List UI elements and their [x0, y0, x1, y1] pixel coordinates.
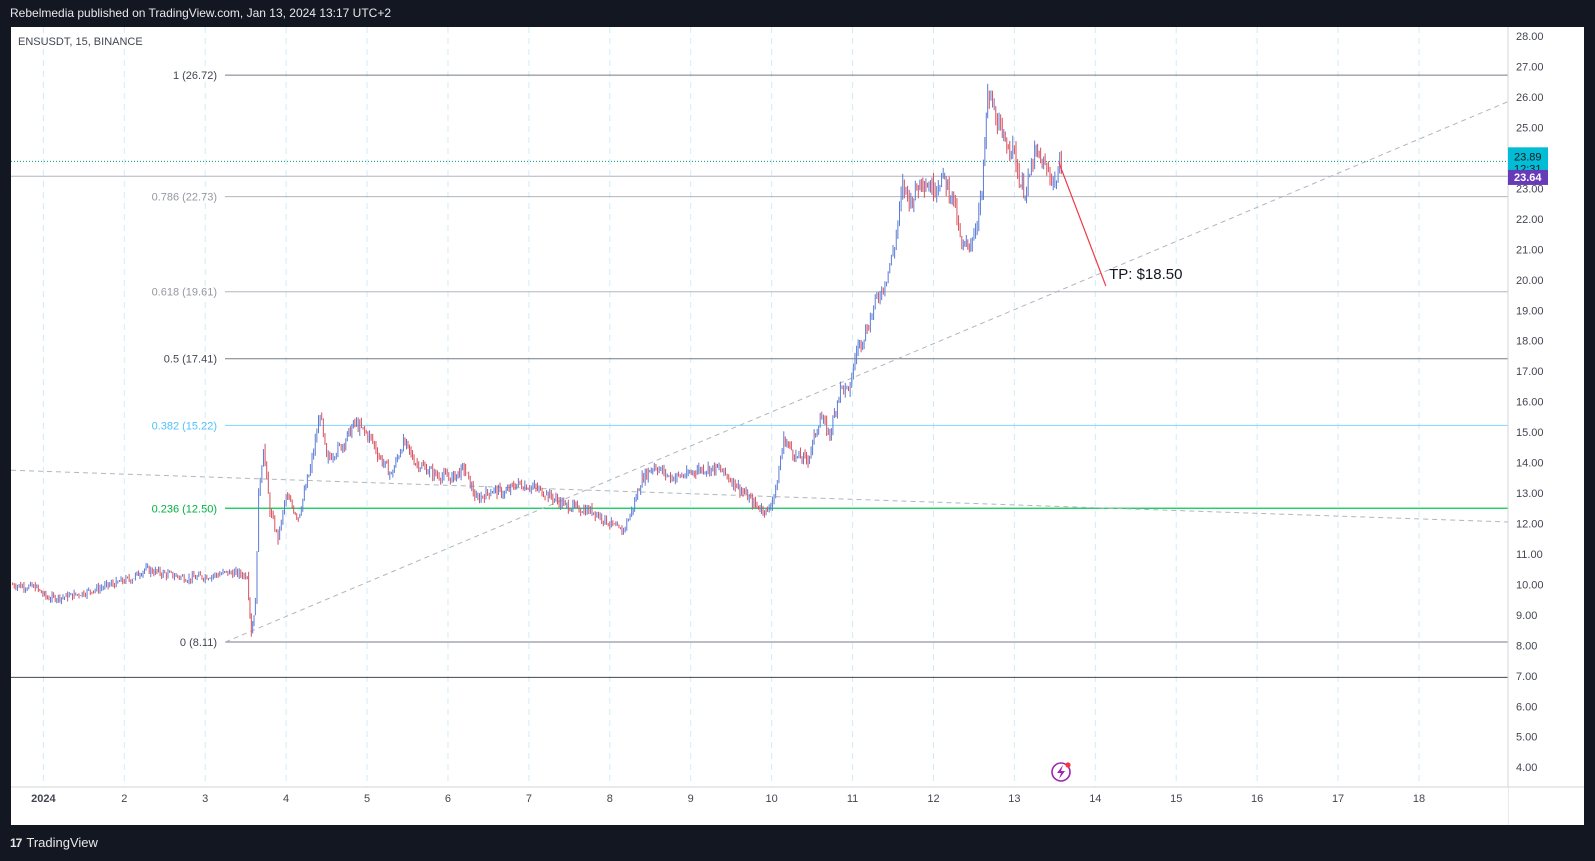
time-tick-label: 13 — [1008, 793, 1020, 805]
price-axis[interactable]: 4.00 5.00 6.00 7.00 8.00 9.00 10.00 11.00 12.00 1… — [1507, 27, 1584, 825]
tradingview-brand[interactable]: 17 TradingView — [10, 835, 98, 850]
fib-retracement[interactable]: 1 (26.72) 0.786 (22.73) 0.618 (19.61) 0.5 (… — [11, 70, 1508, 678]
fib-level-label: 0.236 (12.50) — [152, 503, 217, 515]
time-tick-label: 5 — [364, 793, 370, 805]
time-tick-label: 17 — [1332, 793, 1344, 805]
time-tick-label: 4 — [283, 793, 289, 805]
price-tick-label: 10.00 — [1516, 579, 1544, 591]
price-tick-label: 25.00 — [1516, 123, 1544, 135]
price-tick-label: 15.00 — [1516, 427, 1544, 439]
footer-bar: 17 TradingView — [0, 826, 1595, 861]
time-tick-label: 2 — [121, 793, 127, 805]
fib-level-label: 0.5 (17.41) — [164, 354, 217, 366]
fib-level-label: 0.786 (22.73) — [152, 192, 217, 204]
tradingview-logo-icon: 17 — [10, 835, 22, 850]
price-tick-label: 20.00 — [1516, 275, 1544, 287]
price-tick-label: 16.00 — [1516, 397, 1544, 409]
projection-drawing[interactable]: TP: $18.50 — [1058, 162, 1183, 287]
chart-area[interactable]: 1 (26.72) 0.786 (22.73) 0.618 (19.61) 0.5 (… — [10, 26, 1585, 826]
crosshair-price-badge[interactable] — [1508, 169, 1548, 185]
price-series — [12, 83, 1062, 637]
time-tick-label: 7 — [526, 793, 532, 805]
price-tick-label: 7.00 — [1516, 671, 1537, 683]
current-price-label: 23.89 — [1514, 151, 1542, 163]
time-tick-label: 8 — [607, 793, 613, 805]
fib-level-label: 1 (26.72) — [173, 70, 217, 82]
price-tick-label: 28.00 — [1516, 31, 1544, 43]
time-axis[interactable]: 2024 2 3 4 5 6 7 8 9 10 11 12 13 14 15 16 17 18 — [11, 786, 1584, 825]
trendline[interactable] — [11, 469, 1509, 523]
price-tick-label: 17.00 — [1516, 366, 1544, 378]
time-tick-label: 6 — [445, 793, 451, 805]
time-tick-label: 9 — [688, 793, 694, 805]
fib-level-label: 0.618 (19.61) — [152, 287, 217, 299]
time-tick-label: 15 — [1170, 793, 1182, 805]
time-tick-label: 2024 — [31, 793, 56, 805]
publish-info-text: Rebelmedia published on TradingView.com,… — [10, 6, 392, 20]
trendlines[interactable] — [11, 101, 1509, 643]
time-tick-label: 3 — [202, 793, 208, 805]
publish-info: Rebelmedia published on TradingView.com,… — [0, 0, 1595, 26]
lightning-icon[interactable] — [1051, 762, 1071, 782]
price-tick-label: 9.00 — [1516, 610, 1537, 622]
price-tick-label: 4.00 — [1516, 762, 1537, 774]
crosshair-price-label: 23.64 — [1514, 172, 1542, 184]
price-tick-label: 14.00 — [1516, 458, 1544, 470]
price-tick-label: 12.00 — [1516, 519, 1544, 531]
fib-level-label: 0 (8.11) — [180, 637, 217, 649]
price-tick-label: 26.00 — [1516, 92, 1544, 104]
price-tick-label: 21.00 — [1516, 244, 1544, 256]
projection-line[interactable] — [1058, 162, 1107, 287]
price-tick-label: 13.00 — [1516, 488, 1544, 500]
time-tick-label: 16 — [1251, 793, 1263, 805]
fib-level-label: 0.382 (15.22) — [152, 420, 217, 432]
brand-label: TradingView — [26, 835, 98, 850]
time-tick-label: 10 — [766, 793, 778, 805]
time-tick-label: 18 — [1413, 793, 1425, 805]
price-tick-label: 27.00 — [1516, 62, 1544, 74]
price-tick-label: 8.00 — [1516, 640, 1537, 652]
time-tick-label: 11 — [847, 793, 858, 805]
tp-annotation[interactable]: TP: $18.50 — [1109, 266, 1182, 283]
time-tick-label: 12 — [927, 793, 939, 805]
price-tick-label: 23.00 — [1516, 183, 1544, 195]
price-tick-label: 18.00 — [1516, 336, 1544, 348]
price-tick-label: 11.00 — [1516, 549, 1543, 561]
price-tick-label: 22.00 — [1516, 214, 1544, 226]
price-tick-label: 19.00 — [1516, 305, 1544, 317]
price-tick-label: 5.00 — [1516, 732, 1537, 744]
price-chart[interactable]: 1 (26.72) 0.786 (22.73) 0.618 (19.61) 0.5 (… — [11, 27, 1584, 825]
price-tick-label: 6.00 — [1516, 701, 1537, 713]
trendline[interactable] — [225, 101, 1509, 643]
symbol-label: ENSUSDT, 15, BINANCE — [18, 36, 143, 48]
grid-lines — [42, 27, 1420, 787]
time-axis-background — [11, 787, 1508, 825]
time-tick-label: 14 — [1089, 793, 1101, 805]
